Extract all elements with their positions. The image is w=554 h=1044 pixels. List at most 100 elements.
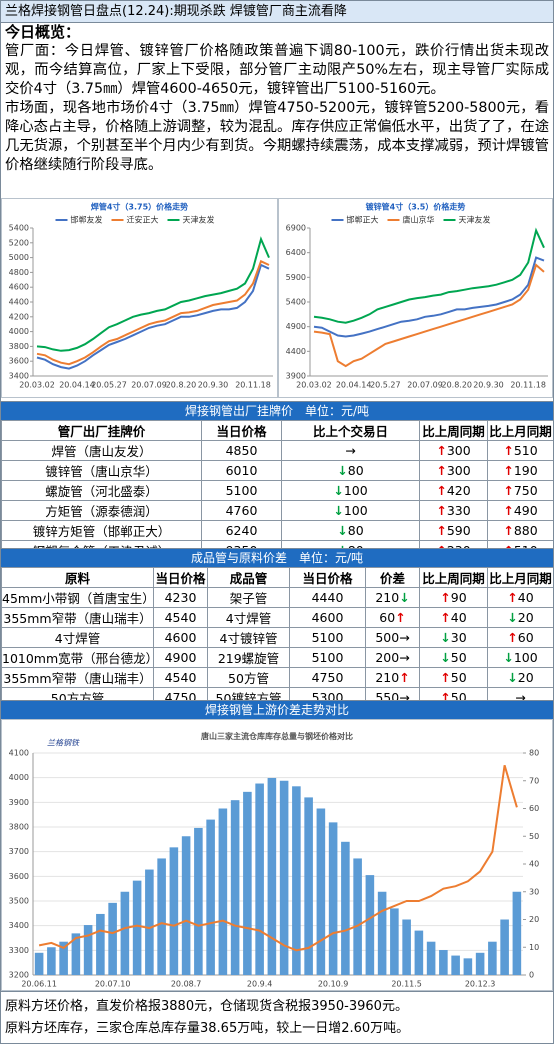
header-cell: 管厂出厂挂牌价 — [1, 420, 202, 441]
y2-tick-label: 80 — [529, 749, 539, 758]
x-tick-label: 20.9.30 — [198, 381, 229, 390]
row: 镀锌方矩管（邯郸正大） 6240 ↓80 ↑590 ↑880 — [1, 520, 553, 541]
bar — [145, 869, 154, 975]
bar — [169, 847, 179, 975]
y2-tick-label: 20 — [529, 915, 539, 924]
bar — [292, 786, 301, 975]
cell: ↑880 — [487, 520, 553, 541]
bar — [328, 822, 338, 975]
cell: 45mm小带钢（首唐宝生） — [1, 587, 154, 608]
y2-tick-label: 0 — [529, 971, 534, 980]
section-band: 焊接钢管出厂挂牌价 单位：元/吨 — [1, 401, 553, 420]
row: 45mm小带钢（首唐宝生） 4230 架子管 4440 210↓ ↑90 ↑40 — [1, 587, 553, 608]
bar — [120, 891, 130, 975]
cell: 4230 — [153, 587, 208, 608]
y-tick-label: 3800 — [9, 342, 29, 351]
legend-label: 迁安正大 — [127, 215, 159, 225]
cell: ↓30 — [419, 627, 488, 648]
cell: 4600 — [289, 607, 366, 628]
chart-frame — [1, 719, 553, 991]
chart: 3200 3300 3400 3500 3600 3700 3800 3900 4000 4100… — [1, 719, 553, 991]
cell: ↑420 — [419, 480, 488, 501]
y-tick-label: 6900 — [286, 224, 306, 233]
row: 355mm窄带（唐山瑞丰） 4540 4寸焊管 4600 60↑ ↑40 ↓20 — [1, 607, 553, 628]
x-tick-label: 20.11.5 — [391, 980, 422, 989]
overview-heading: 今日概览： — [5, 23, 81, 41]
y-tick-label: 5000 — [9, 253, 29, 262]
x-tick-label: 20.9.4 — [247, 980, 272, 989]
x-tick-label: 20.05.27 — [91, 381, 127, 390]
bar — [512, 891, 522, 975]
bar — [108, 902, 117, 975]
cell: ↑40 — [419, 607, 488, 628]
cell: 4900 — [153, 647, 208, 668]
y-tick-label: 4000 — [9, 327, 29, 336]
cell: 4寸焊管 — [207, 607, 290, 628]
cell: → — [281, 440, 420, 461]
header-cell: 当日价格 — [289, 567, 366, 588]
y2-tick-label: 50 — [529, 832, 539, 841]
y-tick-label: 4900 — [286, 322, 306, 331]
chart-title: 唐山三家主流仓库库存总量与钢坯价格对比 — [201, 731, 353, 741]
x-tick-label: 20.11.18 — [235, 381, 271, 390]
chart-title: 镀锌管4寸（3.5）价格走势 — [366, 202, 466, 212]
x-tick-label: 20.08.7 — [171, 980, 202, 989]
bar — [206, 819, 215, 975]
x-tick-label: 20.9.30 — [473, 381, 504, 390]
cell: ↑90 — [419, 587, 488, 608]
bar — [267, 777, 277, 975]
x-tick-label: 20.10.9 — [318, 980, 349, 989]
y-tick-label: 4100 — [9, 749, 29, 758]
line — [313, 227, 545, 324]
bar — [71, 933, 81, 975]
y-tick-label: 5400 — [9, 224, 29, 233]
y-tick-label: 3400 — [9, 921, 29, 930]
x-tick-label: 20.07.09 — [407, 381, 443, 390]
cell: 4750 — [289, 667, 366, 688]
bar — [59, 941, 68, 975]
cell: 60↑ — [365, 607, 420, 628]
overview: 今日概览： 管厂面：今日焊管、镀锌管厂价格随政策普遍下调80-100元，跌价行情… — [1, 23, 553, 197]
row: 方矩管（源泰德润） 4760 ↓100 ↑330 ↑490 — [1, 500, 553, 521]
y-tick-label: 3500 — [9, 897, 29, 906]
footer-line: 原料方坯价格，直发价格报3880元，仓储现货含税报3950-3960元。 — [5, 999, 408, 1014]
y2-tick-label: 60 — [529, 804, 539, 813]
x-tick-label: 20.8.20 — [166, 381, 197, 390]
cell: 4760 — [201, 500, 282, 521]
cell: ↓100 — [281, 500, 420, 521]
x-tick-label: 20.8.20 — [441, 381, 472, 390]
header-cell: 原料 — [1, 567, 154, 588]
cell: ↓100 — [281, 480, 420, 501]
row: 焊管（唐山友发） 4850 → ↑300 ↑510 — [1, 440, 553, 461]
chart: 3900 4400 4900 5400 5900 6400 6900 20.03.02 20.0… — [278, 198, 553, 398]
bar — [243, 791, 252, 975]
header-cell: 比上月同期 — [487, 420, 553, 441]
header-cell: 比上周同期 — [419, 567, 488, 588]
row: 1010mm宽带（邢台德龙） 4900 219螺旋管 5100 200→ ↓50 ↓100 — [1, 647, 553, 668]
bar — [439, 950, 448, 975]
y2-tick-label: 30 — [529, 887, 539, 896]
cell: ↑330 — [419, 500, 488, 521]
cell: 500→ — [365, 627, 420, 648]
x-tick-label: 20.12.3 — [465, 980, 496, 989]
logo: 兰格钢铁 — [47, 739, 80, 748]
cell: ↑590 — [419, 520, 488, 541]
row: 镀锌管（唐山京华） 6010 ↓80 ↑300 ↑190 — [1, 460, 553, 481]
cell: ↑40 — [487, 587, 553, 608]
cell: 5100 — [201, 480, 282, 501]
section-band: 焊接钢管上游价差走势对比 — [1, 700, 553, 719]
legend-label: 邯郸友发 — [71, 215, 103, 225]
cell: ↑510 — [487, 440, 553, 461]
paragraph: 市场面，现各地市场价4寸（3.75㎜）焊管4750-5200元，镀锌管5200-… — [5, 100, 549, 173]
bar — [34, 952, 44, 975]
cell: 方矩管（源泰德润） — [1, 500, 202, 521]
cell: ↑750 — [487, 480, 553, 501]
cell: 4600 — [153, 627, 208, 648]
x-tick-label: 20.04.14 — [59, 381, 95, 390]
y-tick-label: 3200 — [9, 971, 29, 980]
cell: 5100 — [289, 627, 366, 648]
footer: 原料方坯价格，直发价格报3880元，仓储现货含税报3950-3960元。 原料方… — [1, 991, 553, 1043]
bar — [488, 941, 497, 975]
cell: ↑50 — [419, 667, 488, 688]
